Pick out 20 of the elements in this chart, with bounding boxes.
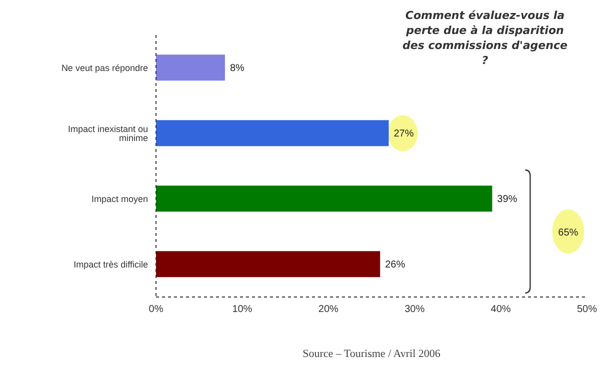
bar (156, 186, 492, 212)
x-tick-label: 20% (318, 304, 339, 316)
source-note: Source – Tourisme / Avril 2006 (302, 348, 442, 360)
y-tick-label: Impact inexistant ou minime (68, 124, 148, 143)
data-label: 39% (497, 194, 518, 206)
x-tick-label: 30% (404, 304, 425, 316)
chart-title: Comment évaluez-vous la perte due à la disparition des commissions d'agence ? (402, 8, 568, 68)
data-label: 8% (230, 63, 245, 74)
y-tick-label: Impact moyen (91, 194, 148, 204)
bar (156, 251, 380, 278)
x-tick-label: 40% (490, 304, 511, 316)
annotation: 65% (558, 228, 578, 238)
data-label: 27% (394, 128, 414, 140)
x-tick-label: 0% (148, 304, 164, 316)
y-tick-label: Impact très difficile (74, 259, 148, 270)
y-tick-label: Ne veut pas répondre (61, 62, 148, 73)
x-tick-label: 50% (576, 304, 598, 316)
x-tick-label: 10% (232, 304, 252, 316)
data-label: 26% (385, 260, 406, 271)
bar (156, 54, 225, 81)
